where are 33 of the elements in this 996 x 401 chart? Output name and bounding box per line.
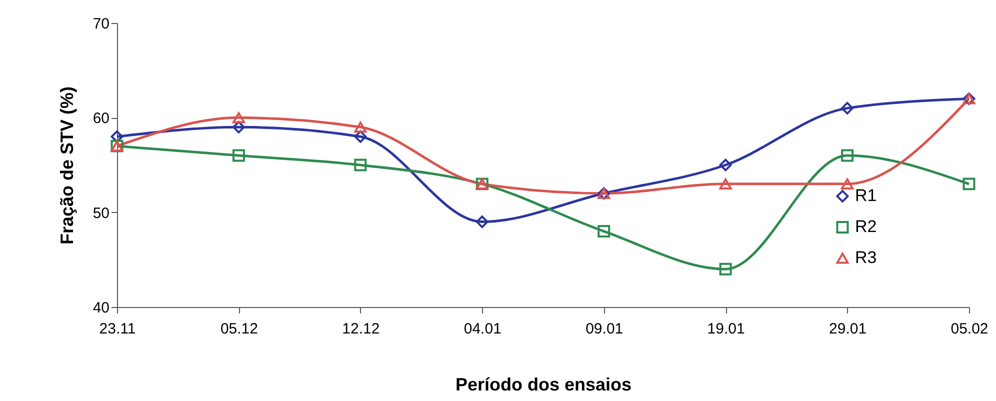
- y-axis-title: Fração de STV (%): [56, 86, 77, 245]
- legend-label: R1: [855, 186, 877, 206]
- point: [719, 262, 732, 276]
- point: [476, 216, 488, 228]
- point: [962, 178, 976, 190]
- x-tick-label: 05.02: [950, 320, 988, 338]
- y-tick-label: 60: [92, 110, 110, 128]
- x-tick-label: 23.11: [99, 320, 136, 338]
- y-tick-label: 70: [92, 16, 110, 32]
- point: [719, 178, 732, 190]
- point: [841, 178, 854, 190]
- point: [110, 130, 124, 143]
- point: [841, 149, 854, 162]
- x-tick-label: 05.12: [220, 320, 258, 338]
- point: [354, 130, 367, 143]
- point: [232, 120, 245, 134]
- legend-label: R2: [855, 217, 877, 236]
- point: [232, 149, 245, 162]
- legend-label: R3: [855, 248, 877, 268]
- x-tick-label: 19.01: [707, 320, 745, 338]
- y-tick-label: 40: [92, 300, 110, 316]
- point: [354, 122, 367, 133]
- x-tick-label: 09.01: [586, 320, 624, 338]
- y-tick-label: 50: [92, 204, 110, 222]
- x-tick-label: 12.12: [342, 320, 380, 338]
- point: [841, 102, 854, 114]
- point: [598, 225, 610, 238]
- x-tick-label: 04.01: [464, 320, 502, 338]
- x-tick-label: 29.01: [829, 320, 867, 338]
- x-axis-title: Período dos ensaios: [455, 374, 632, 394]
- point: [354, 158, 367, 172]
- point: [719, 158, 732, 172]
- point: [232, 112, 245, 124]
